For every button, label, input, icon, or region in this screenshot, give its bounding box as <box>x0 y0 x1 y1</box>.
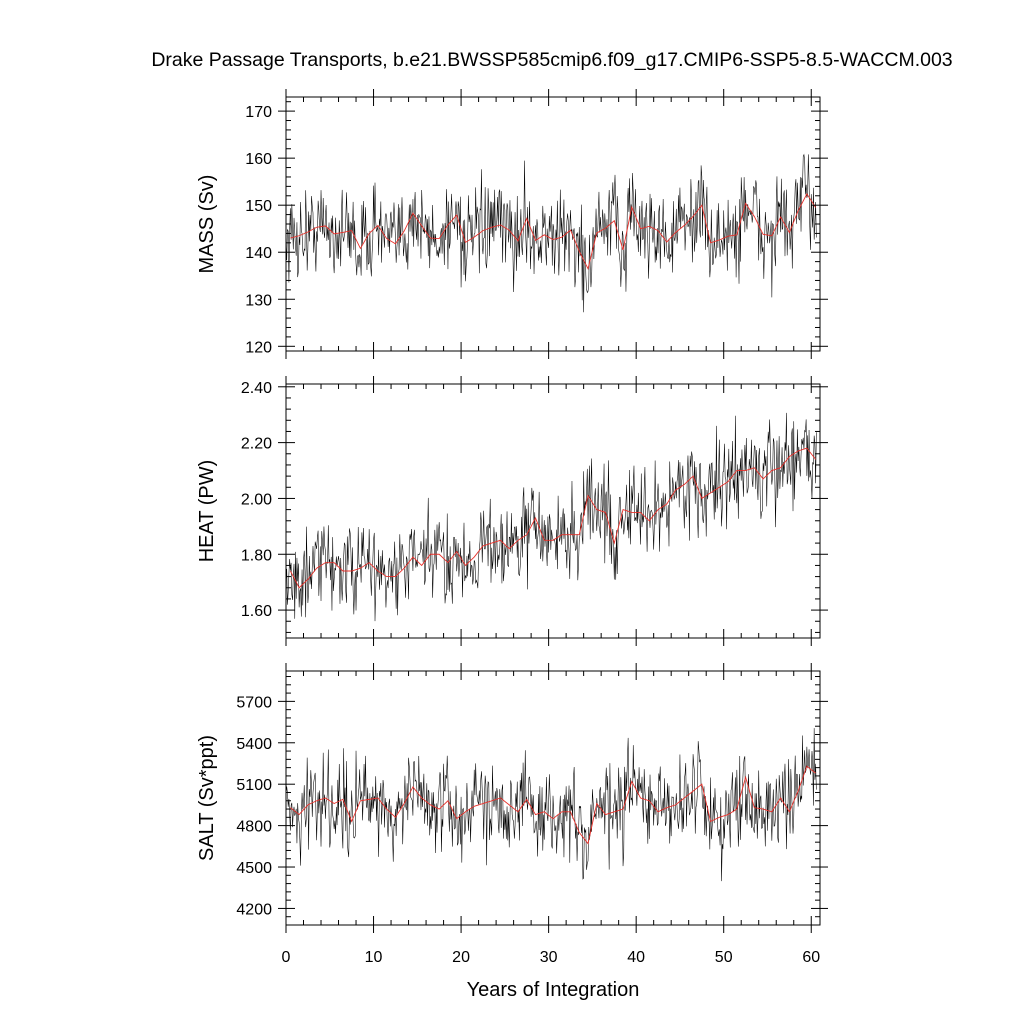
mass-ytick-label: 160 <box>245 151 272 168</box>
salt-monthly-line <box>286 728 817 882</box>
heat-ytick-label: 2.00 <box>241 491 272 508</box>
panels-group: 120 130 140 150 160 170 MASS (Sv) 1.60 1.80 2.00 2… <box>196 89 828 966</box>
mass-ytick-label: 120 <box>245 339 272 356</box>
xtick-label: 0 <box>282 949 291 966</box>
xtick-label: 60 <box>802 949 820 966</box>
heat-monthly-line <box>286 412 817 622</box>
heat-ytick-label: 2.40 <box>241 380 272 397</box>
xtick-label: 10 <box>365 949 383 966</box>
salt-ytick-label: 4200 <box>236 901 272 918</box>
salt-ytick-label: 5700 <box>236 694 272 711</box>
heat-ytick-label: 1.60 <box>241 603 272 620</box>
salt-ytick-label: 5400 <box>236 736 272 753</box>
xtick-label: 40 <box>627 949 645 966</box>
mass-ytick-label: 130 <box>245 292 272 309</box>
xtick-label: 20 <box>452 949 470 966</box>
panel-salt: 4200 4500 4800 5100 5400 5700 SALT (Sv*ppt) <box>196 663 828 933</box>
mass-ytick-label: 140 <box>245 245 272 262</box>
heat-ylabel: HEAT (PW) <box>196 460 218 563</box>
salt-ylabel: SALT (Sv*ppt) <box>196 735 218 861</box>
heat-ytick-label: 1.80 <box>241 547 272 564</box>
heat-ytick-label: 2.20 <box>241 436 272 453</box>
mass-ytick-label: 150 <box>245 198 272 215</box>
salt-ytick-label: 5100 <box>236 777 272 794</box>
xtick-label: 50 <box>715 949 733 966</box>
x-axis-label: Years of Integration <box>467 979 640 1001</box>
salt-frame <box>285 670 821 926</box>
chart-title: Drake Passage Transports, b.e21.BWSSP585… <box>151 49 952 71</box>
heat-annual-line <box>289 447 816 589</box>
mass-annual-line <box>290 193 816 270</box>
panel-mass: 120 130 140 150 160 170 MASS (Sv) <box>196 89 828 359</box>
panel-heat: 1.60 1.80 2.00 2.20 2.40 HEAT (PW) <box>196 376 828 646</box>
salt-annual-line <box>290 765 816 845</box>
mass-ylabel: MASS (Sv) <box>196 175 218 274</box>
salt-ytick-label: 4800 <box>236 819 272 836</box>
mass-ytick-label: 170 <box>245 104 272 121</box>
xtick-label: 30 <box>540 949 558 966</box>
heat-frame <box>285 383 821 639</box>
mass-monthly-line <box>286 153 817 313</box>
salt-ytick-label: 4500 <box>236 860 272 877</box>
